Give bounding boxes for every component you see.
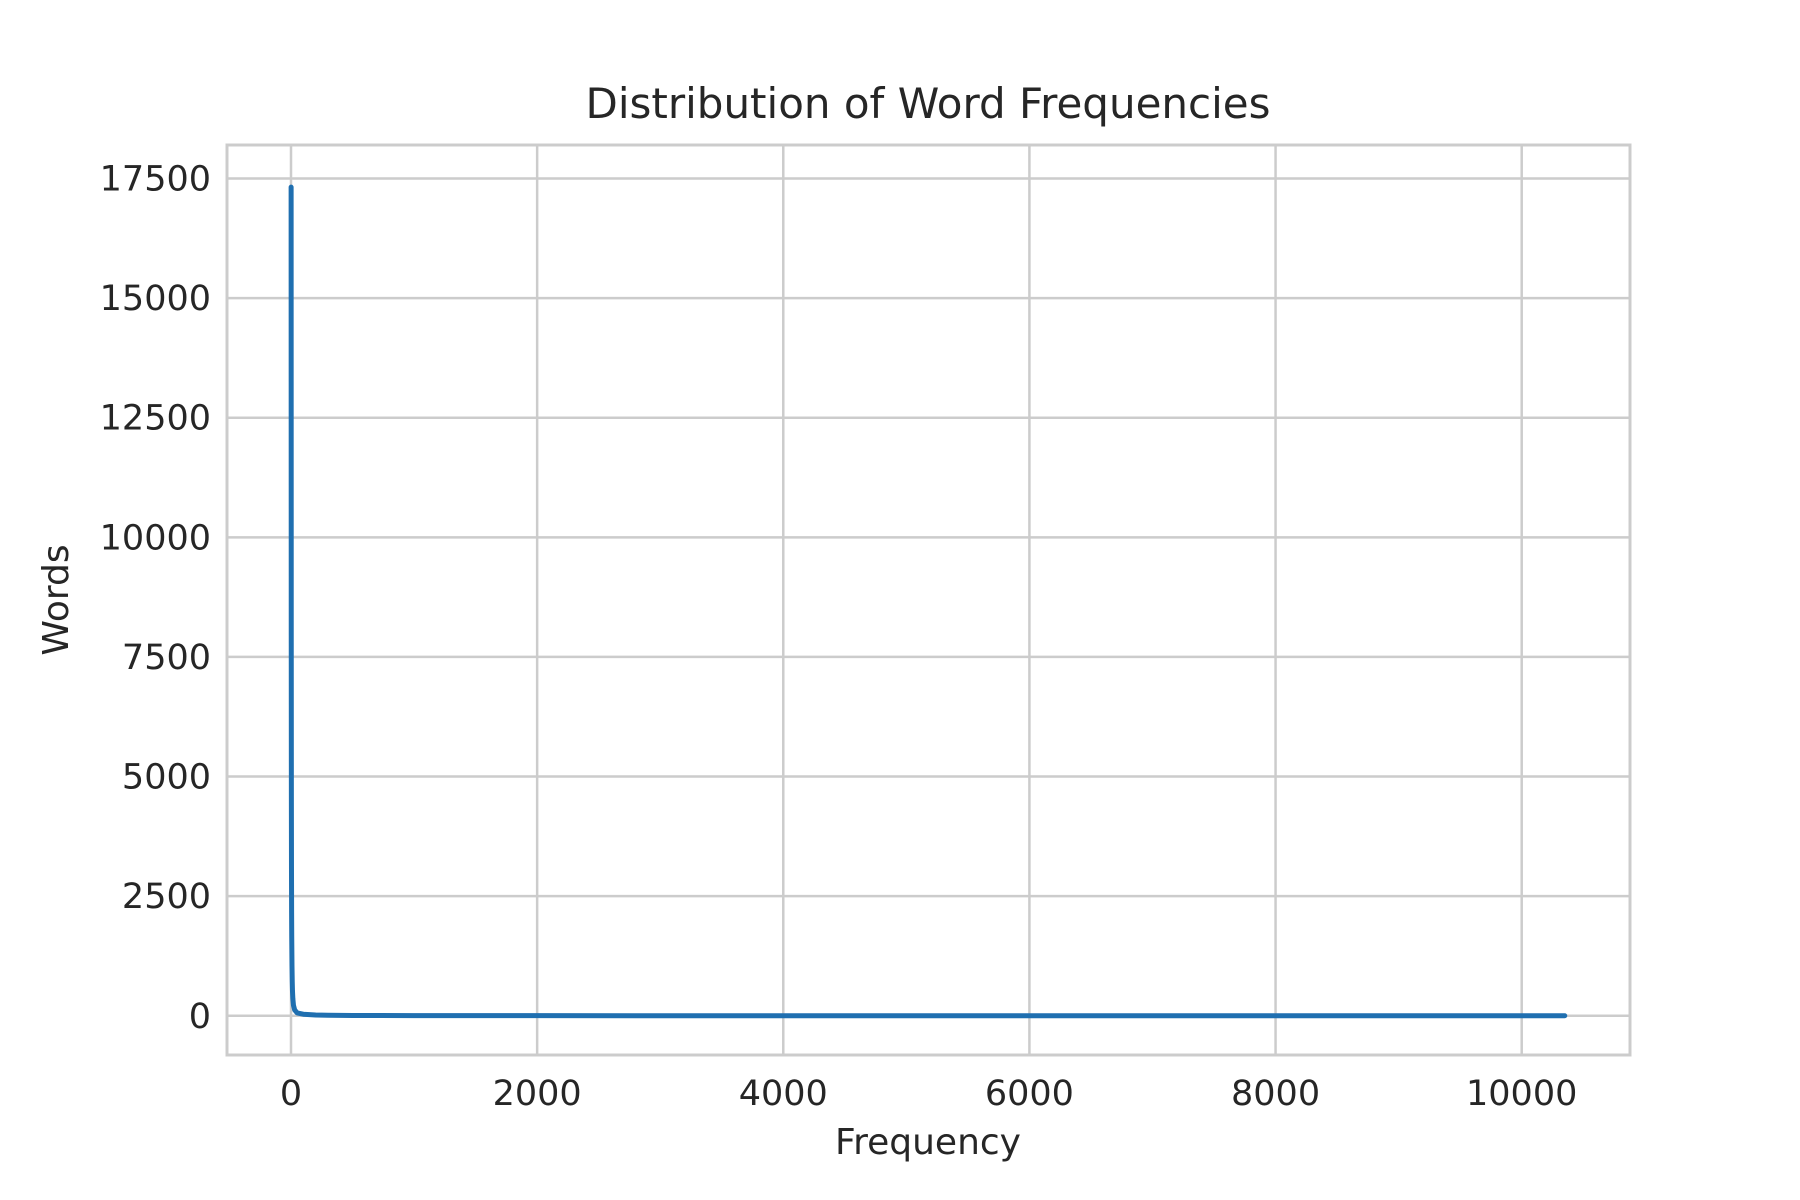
x-tick-label: 10000 (1466, 1074, 1577, 1114)
x-tick-label: 0 (280, 1074, 302, 1114)
y-tick-label: 12500 (100, 399, 211, 439)
y-tick-label: 15000 (100, 279, 211, 319)
x-tick-label: 2000 (493, 1074, 582, 1114)
series-layer (288, 184, 1568, 1019)
y-axis-label: Words (36, 544, 77, 655)
y-tick-label: 10000 (100, 518, 211, 558)
y-tick-label: 2500 (122, 877, 211, 917)
y-tick-label: 5000 (122, 758, 211, 798)
x-tick-layer: 0 2000 4000 6000 8000 10000 (280, 1074, 1578, 1114)
y-tick-layer: 0 2500 5000 7500 10000 12500 15000 17500 (100, 159, 211, 1036)
plot-frame (225, 143, 1632, 1057)
grid-layer (227, 145, 1630, 1055)
y-tick-label: 17500 (100, 159, 211, 199)
x-axis-label: Frequency (835, 1122, 1021, 1163)
x-tick-label: 6000 (985, 1074, 1074, 1114)
y-tick-label: 0 (189, 997, 211, 1037)
y-tick-label: 7500 (122, 638, 211, 678)
x-tick-label: 4000 (739, 1074, 828, 1114)
series-line (288, 184, 1568, 1019)
x-tick-label: 8000 (1231, 1074, 1320, 1114)
chart-title: Distribution of Word Frequencies (585, 79, 1270, 128)
